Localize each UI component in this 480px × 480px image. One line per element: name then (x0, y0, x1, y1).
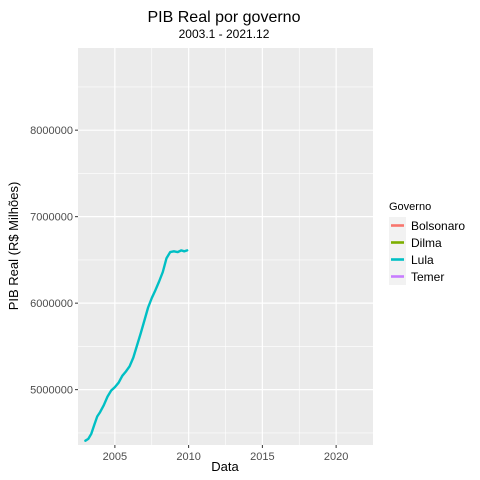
y-tick-label: 5000000 (30, 385, 73, 397)
chart-subtitle: 2003.1 - 2021.12 (179, 27, 270, 41)
legend-label: Bolsonaro (411, 219, 465, 233)
chart-title: PIB Real por governo (148, 9, 301, 26)
y-tick-label: 8000000 (30, 125, 73, 137)
x-axis-title: Data (211, 459, 239, 474)
series-lines (84, 249, 189, 442)
y-axis-title: PIB Real (R$ Milhões) (6, 182, 21, 311)
legend-item-temer: Temer (389, 268, 444, 285)
legend-item-lula: Lula (389, 251, 434, 268)
legend-label: Temer (411, 270, 444, 284)
y-tick-label: 6000000 (30, 298, 73, 310)
x-tick-label: 2005 (103, 451, 127, 463)
y-tick-label: 7000000 (30, 212, 73, 224)
x-tick-label: 2015 (250, 451, 274, 463)
legend-item-dilma: Dilma (389, 234, 442, 251)
legend: Governo Bolsonaro Dilma Lula Temer (389, 201, 465, 285)
legend-label: Lula (411, 253, 434, 267)
legend-label: Dilma (411, 236, 442, 250)
legend-title: Governo (389, 201, 431, 213)
series-line-lula (84, 249, 189, 442)
axis-ticks: 2005 2010 2015 2020 5000000 6000000 7000000 800… (30, 125, 348, 463)
legend-item-bolsonaro: Bolsonaro (389, 217, 465, 234)
x-tick-label: 2010 (176, 451, 200, 463)
grid-lines (78, 48, 373, 445)
x-tick-label: 2020 (324, 451, 348, 463)
